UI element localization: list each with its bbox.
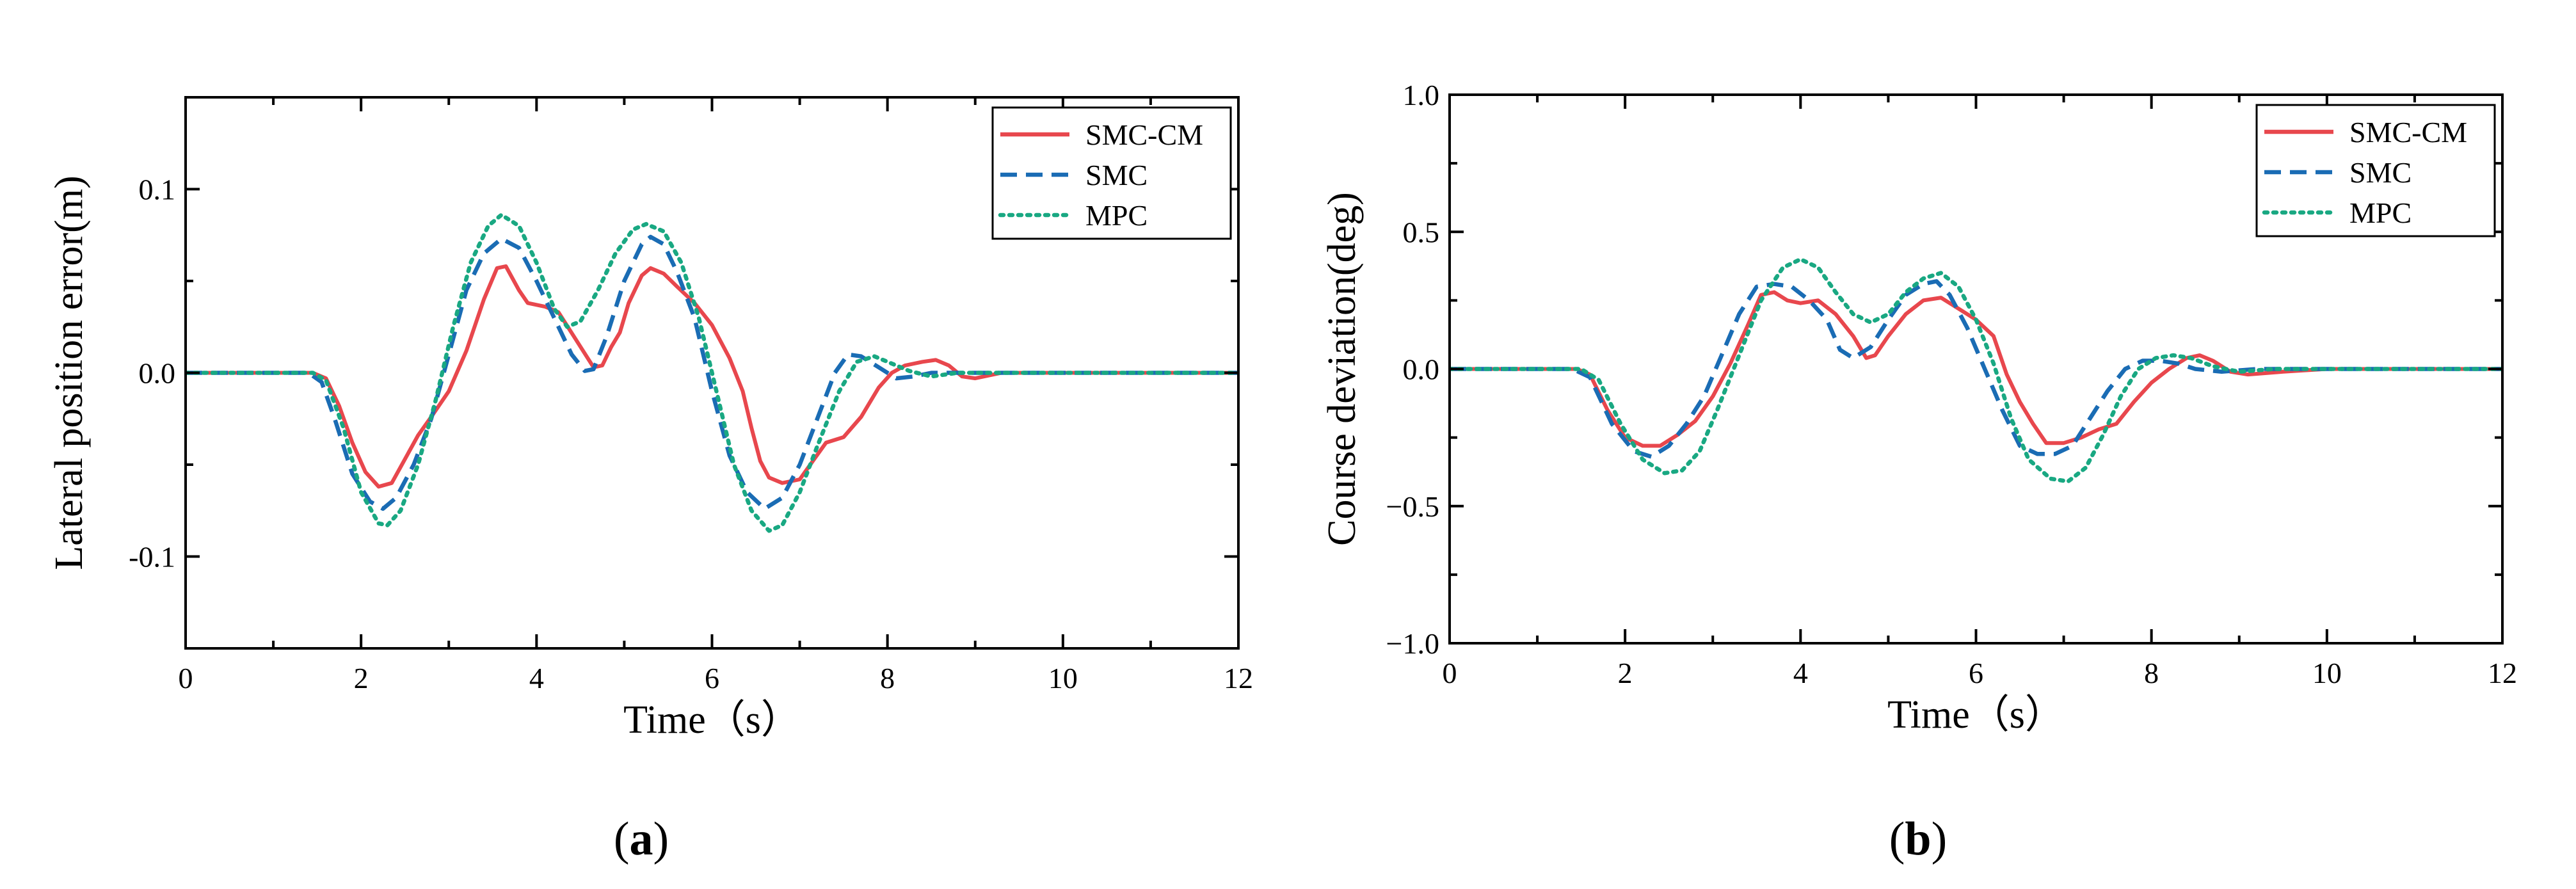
chart-b-xtick-label: 0 [1443, 657, 1457, 689]
chart-b-line-smc [1450, 279, 2502, 459]
chart-a-legend-label-mpc: MPC [1085, 199, 1148, 232]
chart-b-ytick-label: −1.0 [1386, 627, 1439, 660]
chart-b-xtick-label: 2 [1618, 657, 1633, 689]
chart-a-xtick-label: 0 [179, 662, 193, 694]
chart-b-xtick-label: 8 [2144, 657, 2159, 689]
chart-b-xtick-label: 12 [2488, 657, 2517, 689]
chart-b-ytick-label: −0.5 [1386, 490, 1439, 523]
chart-a-x-axis-label: Time（s） [623, 698, 801, 742]
chart-b-xtick-label: 6 [1969, 657, 1983, 689]
chart-b-course-deviation: 0 2 4 6 8 10 12 −1.0 −0.5 0.0 0.5 1.0 Time（s） Course … [1320, 79, 2517, 865]
chart-a-xtick-label: 2 [354, 662, 369, 694]
chart-a-lateral-position-error: 0 2 4 6 8 10 12 -0.1 0.0 0.1 Time（s） Lateral positi… [47, 96, 1253, 865]
chart-a-xtick-label: 8 [880, 662, 895, 694]
chart-a-ytick-label: 0.0 [139, 357, 176, 390]
chart-b-ytick-label: 1.0 [1403, 79, 1440, 111]
chart-a-line-mpc [186, 212, 1238, 533]
chart-a-ytick-label: -0.1 [129, 541, 175, 573]
chart-a-legend: SMC-CM SMC MPC [991, 106, 1232, 240]
chart-b-y-axis-label: Course deviation(deg) [1320, 192, 1364, 546]
chart-a-xtick-label: 10 [1048, 662, 1078, 694]
chart-a-series-group [186, 212, 1238, 533]
chart-a-y-axis-label: Lateral position error(m) [47, 175, 91, 570]
chart-b-legend-label-smc: SMC [2349, 156, 2412, 189]
chart-b-series-group [1450, 257, 2502, 484]
chart-b-legend: SMC-CM SMC MPC [2255, 104, 2496, 237]
chart-a-xtick-label: 4 [529, 662, 544, 694]
chart-b-x-axis-label: Time（s） [1887, 693, 2065, 737]
chart-a-xtick-label: 6 [705, 662, 719, 694]
chart-a-panel-caption: (a) [614, 813, 669, 865]
chart-b-legend-label-mpc: MPC [2349, 196, 2412, 229]
chart-a-line-smc [186, 234, 1238, 511]
chart-b-line-mpc [1450, 257, 2502, 484]
chart-b-ytick-label: 0.5 [1403, 216, 1440, 248]
chart-b-legend-label-smc-cm: SMC-CM [2349, 116, 2467, 148]
chart-b-xtick-label: 10 [2312, 657, 2342, 689]
chart-a-line-smc-cm [186, 264, 1238, 489]
chart-b-xtick-label: 4 [1793, 657, 1808, 689]
chart-b-panel-caption: (b) [1889, 813, 1947, 865]
chart-a-legend-label-smc: SMC [1085, 159, 1148, 191]
chart-b-ytick-label: 0.0 [1403, 353, 1440, 386]
chart-b-line-smc-cm [1450, 290, 2502, 448]
chart-a-legend-label-smc-cm: SMC-CM [1085, 118, 1203, 151]
chart-a-xtick-label: 12 [1224, 662, 1253, 694]
chart-a-ytick-label: 0.1 [139, 173, 176, 206]
